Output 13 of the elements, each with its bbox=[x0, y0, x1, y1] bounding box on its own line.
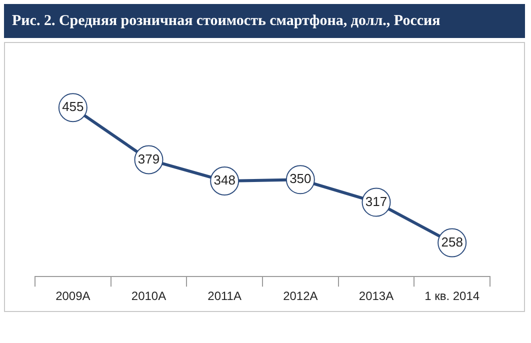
x-tick-label: 2011A bbox=[208, 289, 242, 304]
x-tick-label: 2010A bbox=[131, 289, 166, 304]
data-label: 379 bbox=[138, 151, 160, 166]
chart-title: Рис. 2. Средняя розничная стоимость смартфона, долл., Россия bbox=[4, 4, 525, 38]
data-label: 317 bbox=[365, 194, 388, 209]
x-tick-label: 2009A bbox=[56, 289, 90, 304]
data-label: 350 bbox=[290, 171, 312, 186]
data-label: 455 bbox=[62, 99, 84, 114]
data-label: 258 bbox=[441, 234, 463, 250]
x-tick-label: 2012A bbox=[283, 289, 318, 304]
x-tick-label: 1 кв. 2014 bbox=[424, 289, 480, 304]
x-tick-label: 2013A bbox=[358, 289, 394, 304]
data-label: 348 bbox=[214, 172, 236, 188]
